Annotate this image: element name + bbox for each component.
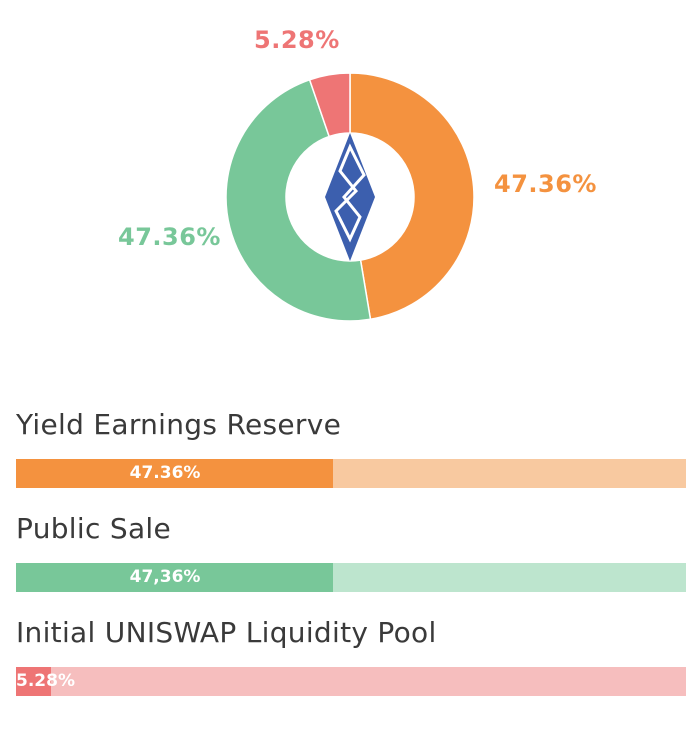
bar-track: 5.28% — [16, 667, 686, 696]
bar-value-label: 47.36% — [129, 463, 201, 483]
bar-fill — [16, 667, 52, 696]
slice-label-public-sale: 47.36% — [118, 223, 221, 251]
blue-diamond-logo-icon — [325, 133, 375, 261]
bar-row-yield-earnings: Yield Earnings Reserve 47.36% — [16, 405, 686, 488]
donut-slice — [349, 72, 475, 321]
slice-label-uniswap: 5.28% — [254, 26, 340, 54]
donut-svg — [225, 72, 475, 322]
bar-title: Initial UNISWAP Liquidity Pool — [16, 616, 437, 649]
bar-fill — [16, 563, 334, 592]
bar-track: 47,36% — [16, 563, 686, 592]
bar-row-uniswap-pool: Initial UNISWAP Liquidity Pool 5.28% — [16, 613, 686, 696]
donut-slice — [225, 78, 372, 322]
bar-fill — [16, 459, 334, 488]
bar-title: Yield Earnings Reserve — [16, 408, 342, 441]
bar-value-label: 47,36% — [129, 567, 201, 587]
bar-row-public-sale: Public Sale 47,36% — [16, 509, 686, 592]
donut-slice — [308, 72, 351, 138]
slice-label-yield: 47.36% — [494, 170, 597, 198]
bar-title: Public Sale — [16, 512, 172, 545]
bar-track: 47.36% — [16, 459, 686, 488]
donut-chart: 47.36% 47.36% 5.28% — [0, 0, 700, 360]
bar-value-label: 5.28% — [16, 671, 75, 691]
